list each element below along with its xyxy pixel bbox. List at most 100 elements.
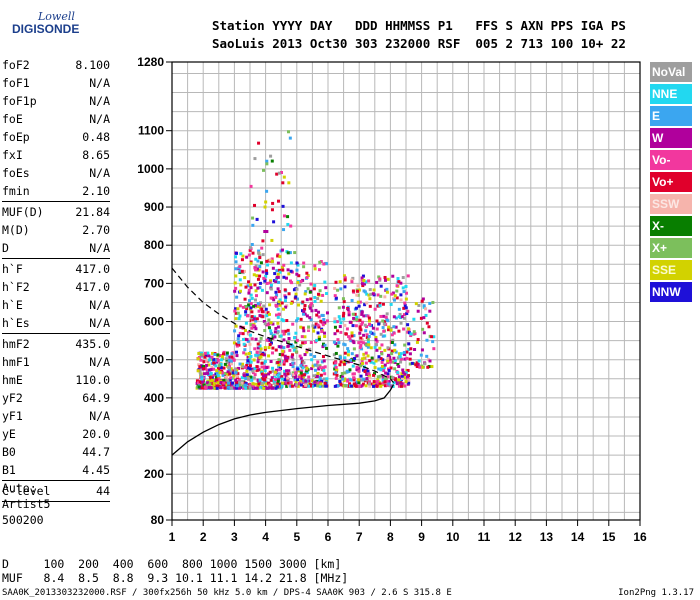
echo-point [293, 251, 297, 255]
echo-point [368, 322, 372, 326]
echo-point [371, 292, 375, 296]
echo-point [392, 331, 396, 335]
echo-point [406, 330, 410, 334]
echo-point [277, 171, 281, 175]
echo-point [337, 315, 341, 319]
echo-point [287, 336, 291, 340]
echo-point [275, 269, 279, 273]
echo-point [234, 317, 238, 321]
echo-point [340, 371, 344, 375]
echo-point [217, 375, 221, 379]
echo-point [299, 371, 303, 375]
echo-point [310, 309, 314, 313]
echo-point [222, 350, 226, 354]
echo-point [216, 373, 220, 377]
echo-point [229, 386, 233, 390]
echo-point [352, 316, 356, 320]
echo-point [407, 378, 411, 382]
echo-point [425, 354, 429, 358]
echo-point [363, 282, 367, 286]
echo-point [219, 354, 223, 358]
echo-point [338, 325, 342, 329]
echo-point [240, 258, 244, 262]
echo-point [392, 356, 396, 360]
echo-point [372, 373, 376, 377]
echo-point [245, 373, 249, 377]
echo-point [253, 283, 257, 287]
echo-point [253, 366, 257, 370]
echo-point [271, 322, 275, 326]
echo-point [254, 264, 258, 268]
echo-point [372, 332, 376, 336]
echo-point [338, 379, 342, 383]
echo-point [316, 323, 320, 327]
echo-point [277, 300, 281, 304]
param-value: 435.0 [75, 337, 110, 351]
echo-point [316, 371, 320, 375]
echo-point [273, 330, 277, 334]
echo-point [365, 377, 369, 381]
echo-point [373, 345, 377, 349]
echo-point [392, 298, 396, 302]
echo-point [256, 259, 260, 263]
echo-point [282, 214, 286, 218]
echo-point [267, 312, 271, 316]
echo-point [415, 365, 419, 369]
param-value: 64.9 [82, 391, 110, 405]
echo-point [332, 372, 336, 376]
echo-point [265, 259, 269, 263]
echo-point [304, 371, 308, 375]
echo-point [249, 323, 253, 327]
echo-point [324, 379, 328, 383]
echo-point [342, 274, 346, 278]
param-row: D N/A [2, 239, 110, 257]
echo-point [299, 364, 303, 368]
echo-point [317, 325, 321, 329]
echo-point [357, 381, 361, 385]
echo-point [364, 351, 368, 355]
echo-point [274, 326, 278, 330]
echo-point [352, 372, 356, 376]
echo-point [348, 320, 352, 324]
echo-point [342, 317, 346, 321]
param-value: N/A [89, 94, 110, 108]
echo-point [209, 368, 213, 372]
echo-point [401, 276, 405, 280]
param-value: 2.10 [82, 184, 110, 198]
echo-point [281, 381, 285, 385]
echo-point [350, 278, 354, 282]
echo-point [403, 304, 407, 308]
echo-point [335, 368, 339, 372]
echo-point [245, 307, 249, 311]
echo-point [339, 321, 343, 325]
echo-point [406, 374, 410, 378]
echo-point [316, 297, 320, 301]
echo-point [255, 267, 259, 271]
echo-point [305, 366, 309, 370]
echo-point [234, 372, 238, 376]
x-tick-label: 1 [169, 530, 176, 544]
echo-point [393, 294, 397, 298]
echo-point [221, 385, 225, 389]
echo-point [277, 365, 281, 369]
echo-point [274, 295, 278, 299]
param-name: foF1p [2, 94, 37, 108]
echo-point [300, 335, 304, 339]
echo-point [306, 327, 310, 331]
echo-point [352, 334, 356, 338]
autoscaling-info: Auto: Artist5 500200 [2, 480, 50, 528]
echo-point [218, 371, 222, 375]
x-tick-label: 11 [478, 530, 491, 544]
echo-point [282, 346, 286, 350]
echo-point [269, 154, 273, 158]
echo-point [227, 366, 231, 370]
echo-point [415, 361, 419, 365]
echo-point [368, 288, 372, 292]
echo-point [362, 377, 366, 381]
echo-point [225, 358, 229, 362]
echo-point [343, 278, 347, 282]
echo-point [296, 281, 300, 285]
echo-point [332, 353, 336, 357]
echo-point [421, 297, 425, 301]
echo-point [375, 348, 379, 352]
